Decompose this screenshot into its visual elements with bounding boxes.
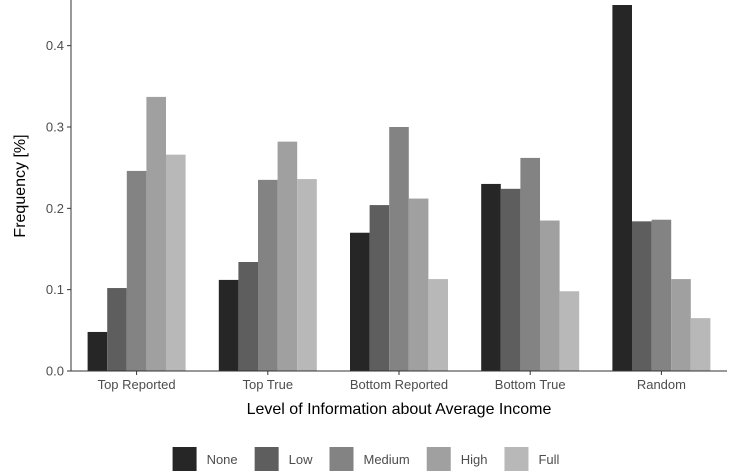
y-axis-ticks: 0.0 0.1 0.2 0.3 0.4 [46, 38, 71, 379]
x-tick-label: Top True [243, 377, 294, 392]
bar-none-2 [350, 232, 370, 371]
bar-low-2 [369, 205, 390, 371]
bar-medium-2 [389, 127, 409, 371]
bar-medium-3 [520, 157, 540, 371]
bar-high-3 [540, 220, 560, 371]
legend-label-none: None [207, 452, 238, 467]
bar-low-4 [632, 221, 652, 371]
bar-low-1 [238, 262, 258, 371]
bar-full-3 [559, 291, 580, 371]
plot-area [87, 5, 711, 371]
x-axis-title: Level of Information about Average Incom… [247, 401, 552, 418]
bar-high-4 [671, 279, 691, 371]
y-tick-label: 0.2 [46, 201, 64, 216]
bar-none-3 [481, 183, 501, 371]
x-axis-ticks: Top Reported Top True Bottom Reported Botto… [98, 371, 686, 392]
bar-high-0 [146, 96, 166, 371]
y-tick-label: 0.1 [46, 282, 64, 297]
y-axis-title: Frequency [%] [12, 134, 29, 237]
bar-full-4 [690, 318, 711, 371]
bar-low-3 [500, 188, 521, 371]
x-tick-label: Bottom True [495, 377, 566, 392]
bar-low-0 [107, 288, 127, 371]
x-tick-label: Bottom Reported [350, 377, 448, 392]
bar-high-2 [408, 198, 429, 371]
x-tick-label: Top Reported [98, 377, 176, 392]
bar-full-2 [428, 279, 448, 371]
bar-medium-1 [258, 179, 278, 371]
legend-label-high: High [461, 452, 488, 467]
legend-label-low: Low [289, 452, 313, 467]
bar-full-1 [297, 179, 317, 371]
bar-none-4 [612, 5, 632, 371]
bar-none-1 [218, 279, 239, 371]
legend-label-medium: Medium [364, 452, 410, 467]
bar-high-1 [277, 141, 298, 371]
legend: None Low Medium High Full [172, 447, 560, 471]
y-tick-label: 0.0 [46, 364, 64, 379]
legend-key-medium [329, 447, 354, 471]
bar-medium-4 [651, 219, 672, 371]
bar-none-0 [87, 331, 108, 371]
legend-key-high [426, 447, 451, 471]
legend-key-low [254, 447, 279, 471]
y-tick-label: 0.4 [46, 38, 64, 53]
x-tick-label: Random [637, 377, 686, 392]
legend-key-full [504, 447, 529, 471]
legend-label-full: Full [538, 452, 559, 467]
y-tick-label: 0.3 [46, 120, 64, 135]
legend-key-none [172, 447, 197, 471]
bar-medium-0 [126, 170, 147, 371]
bar-full-0 [166, 154, 186, 371]
